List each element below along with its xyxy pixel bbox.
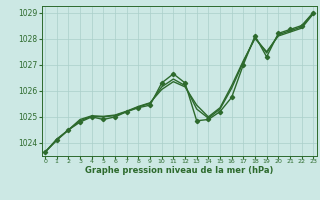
X-axis label: Graphe pression niveau de la mer (hPa): Graphe pression niveau de la mer (hPa) (85, 166, 273, 175)
